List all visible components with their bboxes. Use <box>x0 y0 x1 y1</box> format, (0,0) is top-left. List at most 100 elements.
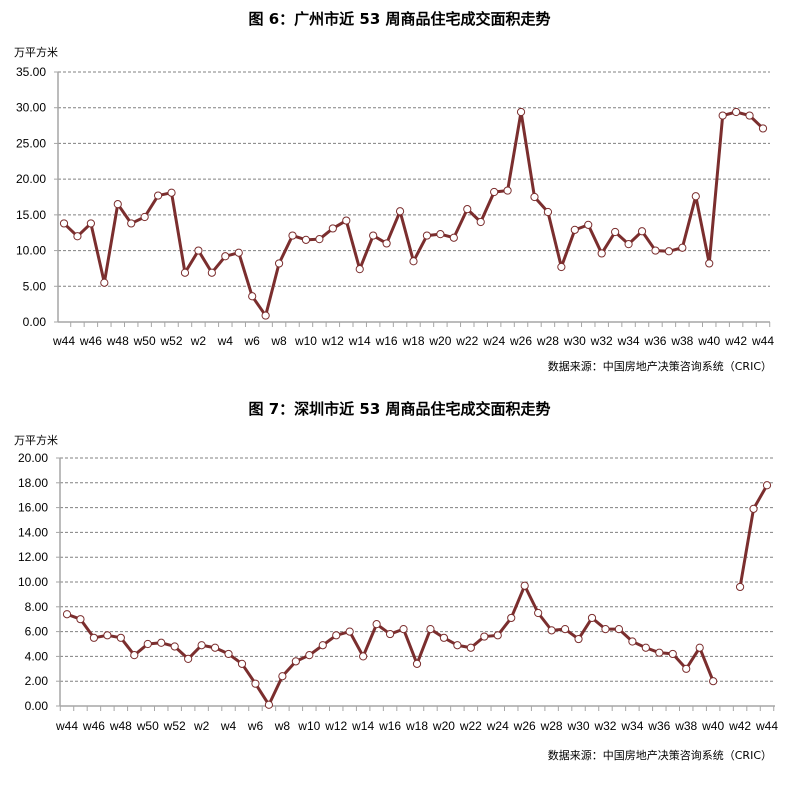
y-axis-unit-label: 万平方米 <box>14 434 58 447</box>
y-tick-label: 25.00 <box>16 136 46 150</box>
data-point-marker <box>426 625 435 634</box>
data-point-marker <box>62 610 72 619</box>
x-tick-label: w26 <box>513 719 536 733</box>
x-tick-label: w44 <box>55 719 78 733</box>
x-tick-label: w42 <box>728 719 751 733</box>
data-point-marker <box>422 231 432 240</box>
data-point-marker <box>543 207 553 217</box>
y-axis-unit-label: 万平方米 <box>14 46 58 59</box>
chart-title: 图 7：深圳市近 53 周商品住宅成交面积走势 <box>248 400 551 418</box>
data-point-marker <box>476 217 485 227</box>
y-tick-label: 10.00 <box>16 244 46 258</box>
y-tick-label: 20.00 <box>18 451 48 465</box>
data-point-marker <box>237 659 247 668</box>
x-tick-label: w4 <box>217 334 234 348</box>
data-point-marker <box>261 311 270 320</box>
data-point-marker <box>372 620 381 629</box>
source-note: 数据来源：中国房地产决策咨询系统（CRIC） <box>547 360 772 373</box>
y-tick-label: 2.00 <box>25 674 49 688</box>
y-tick-label: 5.00 <box>23 279 47 293</box>
x-tick-label: w34 <box>617 334 640 348</box>
x-tick-label: w14 <box>348 334 371 348</box>
data-point-marker <box>453 641 462 650</box>
y-tick-label: 4.00 <box>25 649 49 663</box>
data-point-marker <box>709 677 718 686</box>
data-point-marker <box>251 679 260 688</box>
data-point-marker <box>194 246 203 255</box>
data-point-marker <box>180 268 190 277</box>
data-point-marker <box>116 633 125 642</box>
x-tick-label: w30 <box>563 334 586 348</box>
y-tick-label: 0.00 <box>25 699 49 713</box>
data-point-marker <box>682 664 691 673</box>
data-point-marker <box>59 219 69 228</box>
x-tick-label: w2 <box>190 334 207 348</box>
data-point-marker <box>140 212 149 222</box>
data-point-marker <box>248 292 257 301</box>
data-point-marker <box>439 633 449 642</box>
data-point-marker <box>395 207 405 216</box>
data-point-marker <box>611 227 620 237</box>
data-point-marker <box>127 219 136 228</box>
data-point-marker <box>210 643 220 652</box>
data-point-marker <box>547 626 556 635</box>
data-point-marker <box>157 638 166 647</box>
data-point-marker <box>382 239 391 248</box>
data-point-marker <box>412 659 422 668</box>
x-tick-label: w36 <box>647 719 670 733</box>
y-tick-label: 35.00 <box>16 65 46 79</box>
data-point-marker <box>197 641 206 650</box>
data-point-marker <box>103 631 112 640</box>
y-tick-label: 0.00 <box>23 315 47 329</box>
data-point-marker <box>345 627 354 636</box>
data-point-marker <box>601 625 610 634</box>
x-tick-label: w30 <box>567 719 590 733</box>
data-point-marker <box>436 230 445 239</box>
data-point-marker <box>641 643 650 652</box>
data-point-marker <box>278 672 287 681</box>
data-point-marker <box>274 259 284 268</box>
data-point-marker <box>305 651 314 660</box>
data-point-marker <box>614 625 624 634</box>
x-tick-label: w26 <box>509 334 532 348</box>
data-point-marker <box>449 233 458 242</box>
x-tick-label: w28 <box>536 334 559 348</box>
data-point-marker <box>89 633 99 642</box>
data-point-marker <box>705 259 714 268</box>
data-point-marker <box>534 608 543 618</box>
y-tick-label: 30.00 <box>16 101 46 115</box>
data-point-marker <box>301 235 311 244</box>
series-line <box>738 484 769 588</box>
data-point-marker <box>758 124 768 133</box>
data-point-marker <box>732 107 741 117</box>
x-tick-label: w48 <box>106 334 129 348</box>
data-point-marker <box>224 649 233 659</box>
data-point-marker <box>557 262 566 272</box>
data-point-marker <box>359 652 368 661</box>
x-tick-label: w16 <box>375 334 398 348</box>
source-note: 数据来源：中国房地产决策咨询系统（CRIC） <box>547 749 772 762</box>
data-point-marker <box>587 613 597 623</box>
data-point-marker <box>315 235 324 244</box>
x-tick-label: w22 <box>455 334 478 348</box>
data-point-marker <box>718 111 727 120</box>
data-point-marker <box>651 246 660 255</box>
y-tick-label: 16.00 <box>18 501 48 515</box>
data-point-marker <box>466 643 475 652</box>
data-point-marker <box>328 224 337 233</box>
x-tick-label: w22 <box>459 719 482 733</box>
data-point-marker <box>86 219 95 228</box>
data-point-marker <box>570 225 579 234</box>
data-point-marker <box>207 268 216 277</box>
y-tick-label: 14.00 <box>18 525 48 539</box>
data-point-marker <box>234 248 243 257</box>
data-point-marker <box>749 504 758 513</box>
data-point-marker <box>493 631 502 640</box>
y-tick-label: 12.00 <box>18 550 48 564</box>
data-point-marker <box>597 249 606 258</box>
x-tick-label: w36 <box>643 334 666 348</box>
data-point-marker <box>143 639 152 649</box>
x-tick-label: w46 <box>79 334 102 348</box>
x-tick-label: w12 <box>321 334 344 348</box>
